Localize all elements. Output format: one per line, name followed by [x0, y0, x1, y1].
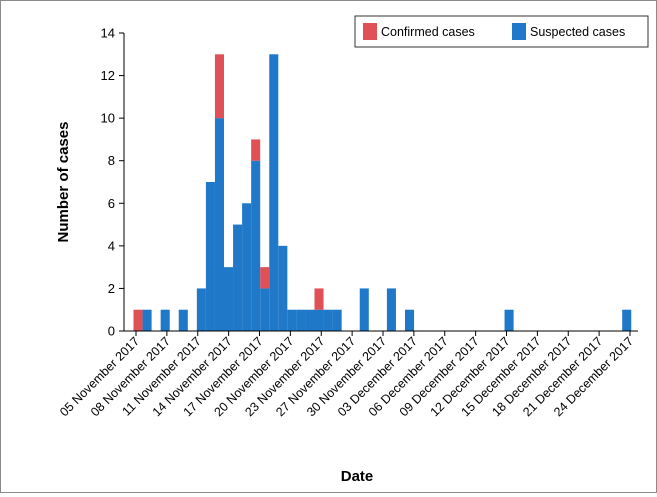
legend-swatch-suspected [512, 23, 526, 40]
bar-suspected [405, 309, 415, 331]
bar-suspected [205, 182, 215, 331]
bar-suspected [233, 224, 243, 331]
y-tick-label: 2 [108, 281, 115, 296]
bar-suspected [269, 54, 279, 332]
y-tick-label: 10 [101, 111, 115, 126]
legend-label-suspected: Suspected cases [530, 25, 625, 39]
y-tick-label: 14 [101, 26, 115, 41]
legend: Confirmed cases Suspected cases [354, 15, 649, 48]
bar-suspected [504, 309, 514, 331]
bar-suspected [214, 118, 224, 332]
bar-suspected [224, 267, 234, 331]
bar-confirmed [133, 309, 143, 331]
y-tick-label: 12 [101, 68, 115, 83]
y-tick-label: 8 [108, 153, 115, 168]
bar-suspected [196, 288, 206, 331]
bar-suspected [260, 288, 270, 331]
y-tick-label: 6 [108, 196, 115, 211]
x-axis-title: Date [341, 468, 374, 485]
bar-suspected [323, 309, 333, 331]
bar-suspected [242, 203, 252, 331]
y-axis-title: Number of cases [55, 122, 72, 243]
bar-confirmed [214, 54, 224, 119]
bar-confirmed [314, 288, 324, 310]
bar-suspected [142, 309, 152, 331]
bar-suspected [160, 309, 170, 331]
bar-suspected [314, 309, 324, 331]
bar-suspected [178, 309, 188, 331]
bar-suspected [251, 160, 261, 331]
bar-suspected [359, 288, 369, 331]
bar-suspected [278, 245, 288, 331]
bar-suspected [622, 309, 632, 331]
bar-confirmed [260, 267, 270, 289]
bar-confirmed [251, 139, 261, 161]
bar-suspected [287, 309, 297, 331]
bar-suspected [332, 309, 342, 331]
legend-swatch-confirmed [363, 23, 377, 40]
y-tick-label: 0 [108, 324, 115, 339]
legend-label-confirmed: Confirmed cases [381, 25, 475, 39]
y-tick-label: 4 [108, 238, 115, 253]
bar-suspected [305, 309, 315, 331]
bar-suspected [296, 309, 306, 331]
bar-suspected [386, 288, 396, 331]
